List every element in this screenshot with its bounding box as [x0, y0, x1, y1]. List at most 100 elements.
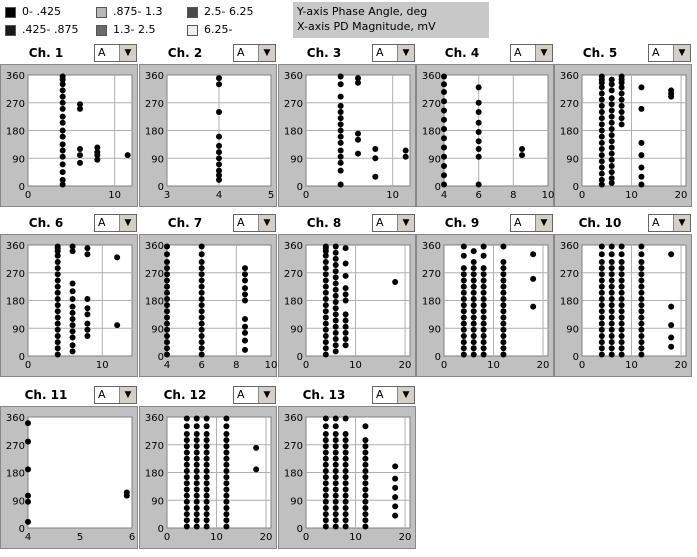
chevron-down-icon[interactable]: ▼ — [673, 45, 690, 61]
data-point — [460, 326, 467, 333]
data-point — [342, 342, 349, 349]
data-point — [164, 302, 170, 309]
chevron-down-icon[interactable]: ▼ — [258, 45, 275, 61]
data-point — [69, 328, 76, 335]
data-point — [223, 474, 230, 481]
chevron-down-icon[interactable]: ▼ — [535, 215, 552, 231]
chevron-down-icon[interactable]: ▼ — [119, 45, 136, 61]
data-point — [193, 437, 200, 444]
phase-select[interactable]: A ▼ — [372, 44, 415, 62]
data-point — [183, 480, 190, 487]
data-point — [242, 316, 248, 322]
chart-panel: Ch. 2 A ▼ 0 90 180 270 360 3 4 5 — [139, 44, 277, 208]
chevron-down-icon[interactable]: ▼ — [258, 215, 275, 231]
data-point — [223, 504, 230, 511]
phase-select[interactable]: A ▼ — [372, 214, 415, 232]
data-point — [59, 87, 66, 94]
phase-select[interactable]: A ▼ — [510, 44, 553, 62]
x-tick-label: 0 — [303, 360, 309, 371]
chevron-down-icon[interactable]: ▼ — [119, 387, 136, 403]
chevron-down-icon[interactable]: ▼ — [397, 387, 414, 403]
chevron-down-icon[interactable]: ▼ — [258, 387, 275, 403]
data-point — [608, 156, 615, 163]
data-point — [332, 317, 339, 324]
phase-select[interactable]: A ▼ — [233, 386, 276, 404]
data-point — [598, 289, 605, 296]
data-point — [342, 317, 349, 324]
data-point — [342, 498, 349, 505]
chevron-down-icon[interactable]: ▼ — [535, 45, 552, 61]
phase-select[interactable]: A ▼ — [648, 44, 691, 62]
data-point — [500, 332, 507, 339]
chevron-down-icon[interactable]: ▼ — [397, 45, 414, 61]
data-point — [618, 332, 625, 339]
data-point — [608, 265, 615, 272]
data-point — [618, 258, 625, 265]
data-point — [460, 283, 467, 290]
y-tick-label: 0 — [158, 182, 164, 193]
data-point — [77, 146, 83, 152]
data-point — [608, 113, 615, 120]
data-point — [342, 486, 349, 493]
data-point — [164, 326, 170, 333]
data-point — [322, 504, 329, 511]
data-point — [638, 271, 645, 278]
data-point — [59, 169, 66, 176]
scatter-chart: 0 90 180 270 360 4 6 8 10 — [145, 241, 277, 371]
phase-select-value: A — [98, 46, 106, 59]
y-tick-label: 0 — [297, 524, 303, 535]
legend-label: 0- .425 — [22, 5, 61, 18]
data-point — [322, 449, 329, 456]
data-point — [598, 295, 605, 302]
y-tick-label: 270 — [6, 269, 25, 280]
y-tick-label: 90 — [566, 154, 579, 165]
data-point — [598, 283, 605, 290]
data-point — [54, 339, 61, 346]
data-point — [342, 467, 349, 474]
data-point — [84, 311, 91, 318]
phase-select[interactable]: A ▼ — [233, 44, 276, 62]
data-point — [332, 523, 339, 530]
data-point — [332, 504, 339, 511]
phase-select[interactable]: A ▼ — [510, 214, 553, 232]
chevron-down-icon[interactable]: ▼ — [397, 215, 414, 231]
phase-select[interactable]: A ▼ — [372, 386, 415, 404]
data-point — [54, 295, 61, 302]
x-tick-label: 6 — [475, 190, 481, 201]
data-point — [470, 339, 477, 346]
scatter-chart: 0 90 180 270 360 0 10 — [6, 71, 133, 201]
x-tick-label: 10 — [108, 190, 121, 201]
data-point — [608, 320, 615, 327]
chevron-down-icon[interactable]: ▼ — [673, 215, 690, 231]
data-point — [355, 75, 361, 82]
data-point — [164, 265, 170, 272]
data-point — [322, 339, 329, 346]
data-point — [372, 155, 379, 162]
data-point — [608, 138, 615, 145]
phase-select[interactable]: A ▼ — [94, 214, 137, 232]
data-point — [203, 492, 210, 499]
data-point — [322, 492, 329, 499]
phase-select[interactable]: A ▼ — [233, 214, 276, 232]
x-tick-label: 0 — [579, 360, 585, 371]
chevron-down-icon[interactable]: ▼ — [119, 215, 136, 231]
data-point — [480, 308, 487, 315]
data-point — [470, 302, 477, 309]
data-point — [342, 474, 349, 481]
phase-select[interactable]: A ▼ — [94, 44, 137, 62]
x-tick-label: 0 — [303, 190, 309, 201]
data-point — [470, 258, 477, 265]
data-point — [59, 181, 66, 188]
chart-frame: 0 90 180 270 360 0 10 20 — [554, 234, 692, 377]
data-point — [392, 512, 399, 519]
data-point — [164, 345, 170, 352]
data-point — [198, 345, 205, 352]
phase-select[interactable]: A ▼ — [648, 214, 691, 232]
data-point — [460, 351, 467, 358]
y-tick-label: 180 — [284, 297, 303, 308]
data-point — [618, 308, 625, 315]
phase-select[interactable]: A ▼ — [94, 386, 137, 404]
data-point — [223, 455, 230, 462]
data-point — [342, 297, 349, 304]
y-tick-label: 270 — [422, 269, 441, 280]
